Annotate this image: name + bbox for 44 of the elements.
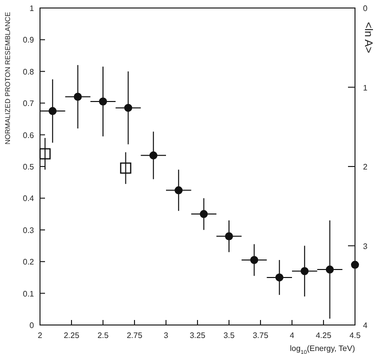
- y2-axis-title: <ln A>: [362, 22, 374, 54]
- y-tick-label: 0.9: [22, 36, 35, 45]
- point: [174, 186, 183, 194]
- point: [124, 104, 132, 112]
- x-axis-title: log$_{10}$(Energy, TeV): [290, 344, 356, 354]
- y2-tick-label: 2: [363, 162, 368, 172]
- y2-tick-label: 1: [363, 83, 368, 92]
- x-tick-label: 3.75: [252, 331, 269, 340]
- y-tick-label: 0.6: [22, 130, 35, 140]
- point: [48, 107, 57, 116]
- y-tick-label: 0.8: [22, 67, 35, 76]
- y-tick-label: 0: [30, 321, 35, 330]
- x-tick-label: 4.5: [349, 331, 362, 340]
- point: [120, 162, 132, 174]
- y-tick-label: 0.4: [22, 194, 35, 204]
- y-tick-label: 0.3: [22, 226, 35, 235]
- x-tick-label: 3.25: [190, 331, 206, 340]
- x-tick-label: 2.25: [64, 331, 80, 340]
- point: [39, 148, 51, 160]
- x-tick-label: 4.25: [316, 331, 332, 340]
- y-tick-label: 0.1: [22, 289, 35, 298]
- y2-tick-label: 3: [363, 242, 368, 251]
- x-tick-label: 2.75: [126, 331, 143, 340]
- point: [326, 266, 334, 274]
- y-tick-label: 0.2: [22, 258, 35, 267]
- point: [149, 151, 158, 160]
- x-tick-label: 4: [290, 331, 295, 340]
- point: [250, 256, 258, 264]
- y-tick-label: 0.5: [22, 162, 35, 172]
- point: [300, 267, 309, 276]
- x-tick-label: 2: [38, 331, 43, 340]
- point: [225, 232, 233, 240]
- point: [275, 273, 284, 282]
- y-tick-label: 0.7: [22, 99, 35, 108]
- point: [200, 210, 208, 218]
- point: [74, 92, 82, 101]
- y2-tick-label: 4: [363, 321, 368, 330]
- y-tick-label: 1: [30, 4, 35, 13]
- y2-tick-label: 0: [363, 4, 368, 13]
- x-tick-label: 3: [164, 331, 169, 340]
- x-tick-label: 2.5: [97, 331, 110, 340]
- x-tick-label: 3.5: [223, 331, 236, 340]
- point: [351, 260, 359, 269]
- point: [99, 98, 107, 106]
